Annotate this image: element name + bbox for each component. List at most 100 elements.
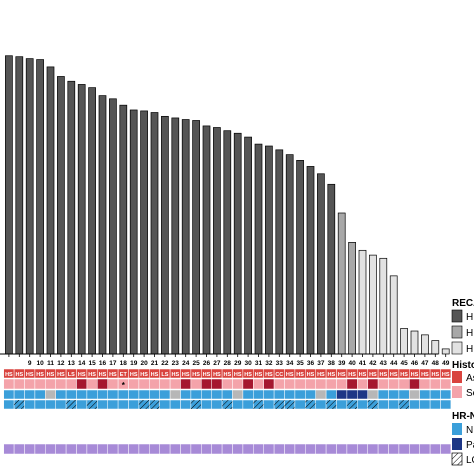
histology-secondary-cell [357,378,368,390]
x-tick-label: 10 [36,360,44,367]
x-tick-label: 29 [234,360,242,367]
x-tick-label: 33 [276,360,284,367]
hr-status-cell [367,389,379,400]
histology-secondary-cell [305,378,316,390]
hr-status-cell [284,389,296,400]
histology-secondary-cell [429,378,441,390]
hr-loh-hatch [14,400,25,409]
hr-loh-hatch [346,400,358,409]
histology-secondary-cell [294,378,306,390]
x-tick-label: 26 [203,360,211,367]
bottom-track-cell [315,443,327,455]
bottom-track-cell [242,443,254,455]
bottom-track-cell [221,443,233,455]
bottom-track-cell [117,443,129,455]
bar [441,348,450,355]
histology-code: HS [234,372,242,378]
bar [421,334,429,355]
bar [233,132,242,355]
hr-status-cell [336,389,348,400]
hr-loh-cell [3,399,15,410]
bar [67,80,76,355]
hr-status-cell [190,389,202,400]
x-tick-label: 30 [244,360,252,367]
bars-layer [5,55,450,355]
bottom-track-cell [273,443,285,455]
histology-secondary-cell [419,378,431,390]
legend-hr-normal-swatch [452,423,462,435]
histology-secondary-cell [253,378,264,390]
x-tick-label: 46 [411,360,419,367]
x-tick-label: 11 [47,360,54,367]
x-tick-label: 18 [120,360,128,367]
bottom-track-cell [86,443,98,455]
hr-status-cell [65,389,77,400]
histology-secondary-cell [325,378,337,390]
hr-loh-cell [34,399,46,410]
histology-code: HS [99,372,107,378]
bottom-track-cell [440,443,452,455]
x-tick-label: 34 [286,360,294,367]
bar [46,66,55,355]
bottom-track-cell [377,443,389,455]
bottom-track-cell [128,443,140,455]
histology-secondary-cell [409,378,420,390]
hr-loh-cell [107,399,119,410]
histology-secondary-cell [13,378,25,390]
x-tick-label: 27 [213,360,221,367]
x-tick-label: 19 [130,360,138,367]
bottom-track-cell [325,443,337,455]
x-tick-label: 15 [88,360,96,367]
hr-status-cell [221,389,233,400]
histology-code: LS [68,372,75,378]
histology-secondary-cell [315,378,327,390]
bottom-track-cell [13,443,25,455]
x-tick-label: 41 [359,360,367,367]
bar [431,340,440,355]
legend-hr-loh-swatch [451,452,463,466]
hr-status-cell [180,389,192,400]
bottom-track-cell [201,443,212,455]
bottom-track-cell [34,443,46,455]
histology-marker: * [122,381,126,390]
x-tick-label: 13 [68,360,76,367]
bottom-track-cell [76,443,88,455]
histology-secondary-cell [138,378,150,390]
histology-code: HS [307,372,315,378]
hr-loh-cell [76,399,88,410]
histology-code: HS [369,372,377,378]
histology-secondary-cell [55,378,67,390]
histology-secondary-cell [97,378,108,390]
bottom-track-cell [284,443,296,455]
hr-status-cell [294,389,306,400]
histology-secondary-cell [24,378,36,390]
x-tick-label: 25 [192,360,200,367]
bottom-track-cell [138,443,150,455]
hr-status-cell [149,389,160,400]
hr-loh-hatch [222,400,233,409]
bottom-track-cell [367,443,379,455]
hr-loh-cell [429,399,441,410]
hr-status-cell [159,389,171,400]
bottom-track-cell [398,443,410,455]
histology-code: HS [15,372,23,378]
bar [213,127,221,355]
bar [369,254,377,355]
histology-secondary-cell [336,378,348,390]
bar [109,98,117,355]
hr-status-cell [263,389,275,400]
bar [306,166,315,355]
bar [348,242,356,355]
hr-loh-cell [242,399,254,410]
bar [223,130,232,355]
histology-code: HS [379,372,387,378]
histology-secondary-cell [201,378,212,390]
x-tick-label: 39 [338,360,346,367]
x-tick-label: 42 [369,360,377,367]
x-tick-layer: 9 10 11 12 13 14 15 16 17 18 19 20 21 22 23 24 25 26 27 28 2… [8,354,450,367]
bar [171,117,180,355]
histology-code: HS [421,372,429,378]
bar [265,145,273,355]
histology-secondary-cell [263,378,275,390]
histology-secondary-cell [211,378,223,390]
